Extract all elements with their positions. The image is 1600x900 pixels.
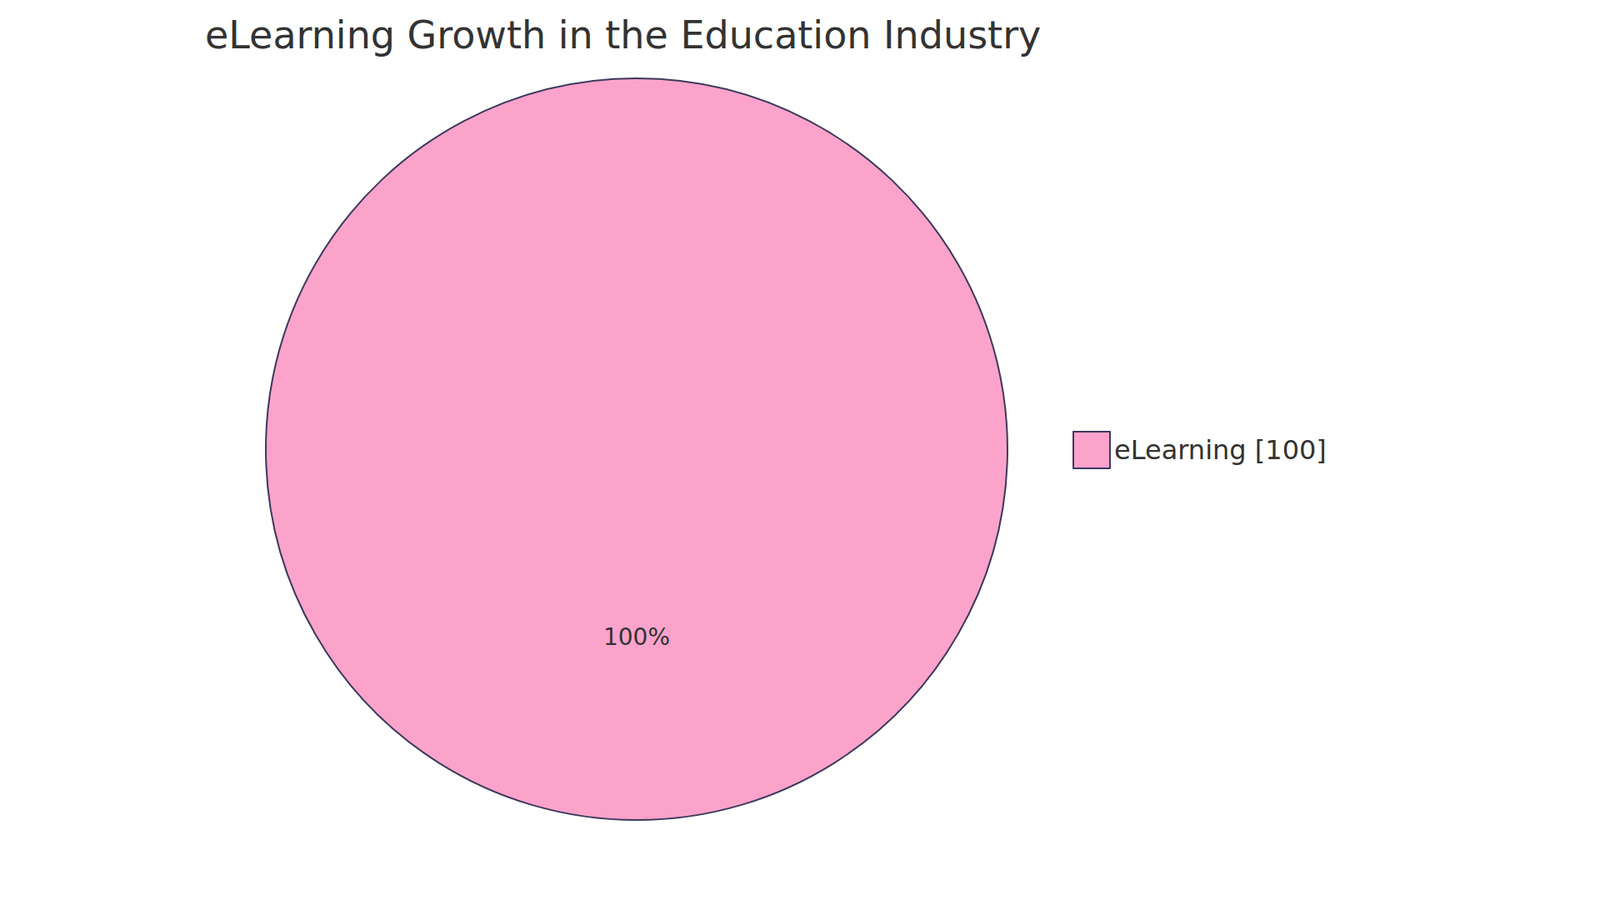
svg-text:100%: 100% — [603, 623, 670, 651]
svg-text:eLearning Growth in the Educat: eLearning Growth in the Education Indust… — [205, 12, 1041, 58]
svg-text:eLearning [100]: eLearning [100] — [1114, 434, 1327, 466]
